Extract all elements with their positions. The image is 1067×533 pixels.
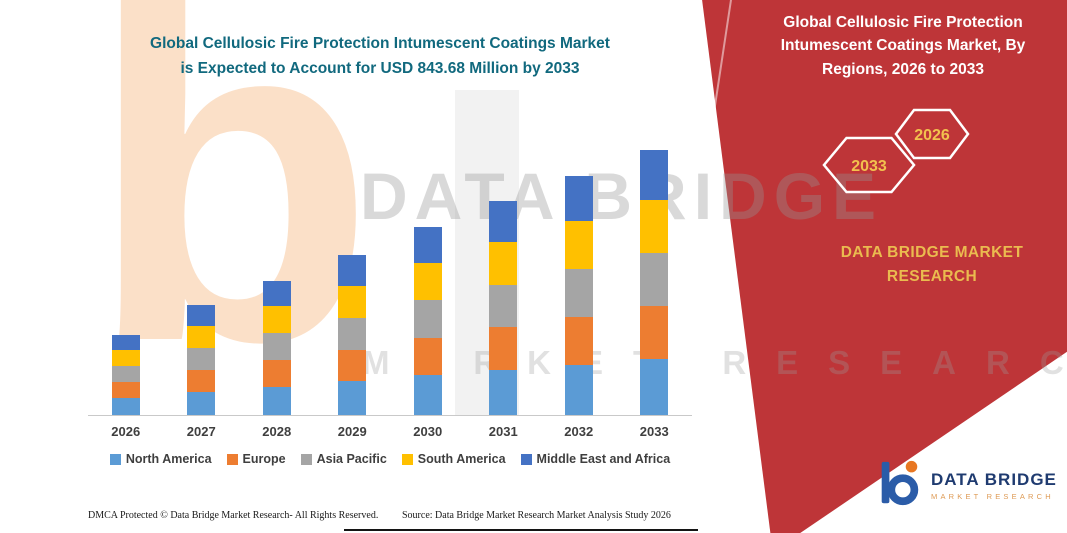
segment-europe bbox=[489, 327, 518, 371]
segment-asia-pacific bbox=[564, 269, 593, 318]
legend-label: Europe bbox=[242, 452, 286, 466]
segment-south-america bbox=[262, 306, 291, 334]
segment-south-america bbox=[187, 326, 216, 349]
segment-middle-east-and-africa bbox=[640, 149, 669, 201]
segment-europe bbox=[564, 317, 593, 365]
hexagon-2033-label: 2033 bbox=[851, 158, 887, 175]
x-label-2029: 2029 bbox=[337, 424, 367, 439]
bar-2028 bbox=[262, 280, 291, 415]
segment-north-america bbox=[564, 364, 593, 415]
legend-item-north-america: North America bbox=[109, 452, 212, 466]
legend-item-asia-pacific: Asia Pacific bbox=[300, 452, 387, 466]
data-bridge-logo-icon bbox=[874, 458, 924, 513]
segment-asia-pacific bbox=[413, 300, 442, 339]
bar-2030 bbox=[413, 226, 442, 415]
segment-south-america bbox=[564, 221, 593, 270]
segment-north-america bbox=[338, 381, 367, 415]
logo-subtitle: MARKET RESEARCH bbox=[931, 492, 1054, 501]
segment-asia-pacific bbox=[338, 317, 367, 350]
segment-north-america bbox=[187, 391, 216, 415]
panel-brand-text: DATA BRIDGE MARKET RESEARCH bbox=[840, 244, 1024, 286]
segment-middle-east-and-africa bbox=[564, 176, 593, 222]
segment-europe bbox=[262, 360, 291, 387]
segment-middle-east-and-africa bbox=[262, 280, 291, 307]
bars-row bbox=[88, 149, 692, 415]
x-label-2032: 2032 bbox=[564, 424, 594, 439]
legend-label: South America bbox=[417, 452, 506, 466]
hexagon-2026 bbox=[894, 108, 970, 160]
segment-south-america bbox=[338, 285, 367, 318]
footer-dmca-text: DMCA Protected © Data Bridge Market Rese… bbox=[88, 510, 379, 521]
footer-source-text: Source: Data Bridge Market Research Mark… bbox=[402, 510, 671, 521]
year-hexagons: 2033 2026 bbox=[806, 100, 1067, 209]
segment-asia-pacific bbox=[262, 333, 291, 361]
x-label-2031: 2031 bbox=[488, 424, 518, 439]
bar-2027 bbox=[187, 305, 216, 415]
legend-item-south-america: South America bbox=[401, 452, 506, 466]
segment-asia-pacific bbox=[187, 348, 216, 371]
bar-2033 bbox=[640, 149, 669, 415]
legend-item-europe: Europe bbox=[226, 452, 286, 466]
segment-north-america bbox=[413, 375, 442, 415]
segment-north-america bbox=[111, 397, 140, 415]
bar-2026 bbox=[111, 334, 140, 415]
x-label-2027: 2027 bbox=[186, 424, 216, 439]
segment-middle-east-and-africa bbox=[413, 226, 442, 263]
logo-name: DATA BRIDGE bbox=[931, 470, 1057, 489]
segment-europe bbox=[187, 370, 216, 392]
segment-south-america bbox=[111, 350, 140, 367]
bar-2029 bbox=[338, 255, 367, 415]
x-label-2033: 2033 bbox=[639, 424, 669, 439]
segment-europe bbox=[640, 306, 669, 360]
segment-south-america bbox=[413, 262, 442, 301]
legend-label: Asia Pacific bbox=[316, 452, 387, 466]
segment-asia-pacific bbox=[640, 253, 669, 307]
bar-2032 bbox=[564, 176, 593, 415]
x-axis-labels: 2026 2027 2028 2029 2030 2031 2032 2033 bbox=[88, 424, 692, 439]
segment-north-america bbox=[489, 370, 518, 415]
hexagon-2033 bbox=[822, 136, 916, 194]
panel-title: Global Cellulosic Fire Protection Intume… bbox=[780, 14, 1026, 78]
chart-title: Global Cellulosic Fire Protection Intume… bbox=[150, 35, 610, 77]
bar-2031 bbox=[489, 201, 518, 415]
bottom-divider-line bbox=[344, 529, 698, 531]
segment-south-america bbox=[489, 241, 518, 285]
chart-legend: North America Europe Asia Pacific South Ame… bbox=[88, 452, 692, 466]
legend-label: North America bbox=[125, 452, 212, 466]
legend-swatch bbox=[401, 453, 413, 465]
x-label-2028: 2028 bbox=[262, 424, 292, 439]
x-axis-line bbox=[88, 415, 692, 416]
segment-europe bbox=[111, 382, 140, 398]
segment-middle-east-and-africa bbox=[489, 201, 518, 242]
watermark-market-research: MARKET RESEARCH bbox=[362, 344, 1067, 381]
segment-middle-east-and-africa bbox=[187, 305, 216, 327]
x-label-2030: 2030 bbox=[413, 424, 443, 439]
logo-text: DATA BRIDGE MARKET RESEARCH bbox=[931, 470, 1057, 501]
segment-europe bbox=[413, 338, 442, 376]
hexagon-2026-label: 2026 bbox=[914, 127, 950, 144]
segment-middle-east-and-africa bbox=[111, 334, 140, 351]
watermark-data-bridge: DATA BRIDGE bbox=[360, 159, 884, 233]
x-label-2026: 2026 bbox=[111, 424, 141, 439]
segment-south-america bbox=[640, 200, 669, 254]
segment-north-america bbox=[640, 359, 669, 415]
data-bridge-logo: DATA BRIDGE MARKET RESEARCH bbox=[874, 458, 1057, 513]
legend-swatch bbox=[109, 453, 121, 465]
legend-swatch bbox=[226, 453, 238, 465]
segment-middle-east-and-africa bbox=[338, 255, 367, 286]
legend-item-middle-east-and-africa: Middle East and Africa bbox=[520, 452, 671, 466]
segment-asia-pacific bbox=[489, 284, 518, 328]
legend-swatch bbox=[300, 453, 312, 465]
legend-label: Middle East and Africa bbox=[536, 452, 671, 466]
segment-europe bbox=[338, 349, 367, 382]
legend-swatch bbox=[520, 453, 532, 465]
stacked-bar-chart: 2026 2027 2028 2029 2030 2031 2032 2033 North A… bbox=[88, 149, 692, 466]
segment-asia-pacific bbox=[111, 366, 140, 383]
segment-north-america bbox=[262, 386, 291, 415]
